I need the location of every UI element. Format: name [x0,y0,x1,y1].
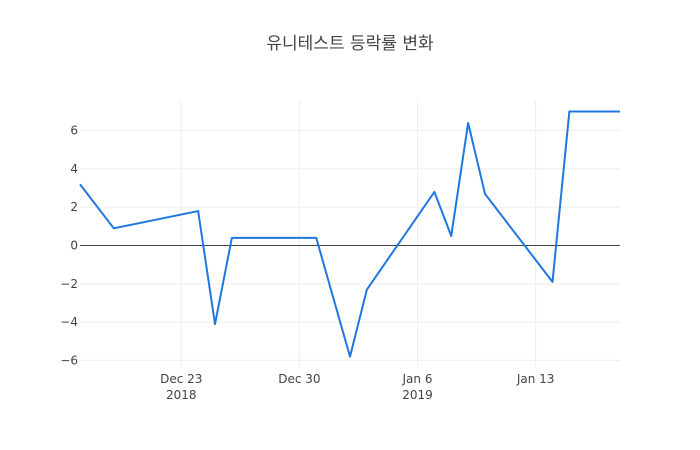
x-tick-year-label: 2019 [402,388,433,402]
y-tick-label: −4 [60,315,78,329]
y-tick-label: 2 [70,200,78,214]
series-line [79,110,620,358]
y-tick-label: 6 [70,124,78,138]
x-tick-label: Jan 6 [402,372,433,386]
y-tick-label: −2 [60,277,78,291]
grid-layer [80,100,620,370]
y-tick-label: 0 [70,239,78,253]
y-tick-label: −6 [60,353,78,367]
x-tick-label: Jan 13 [516,372,555,386]
x-tick-label: Dec 23 [160,372,202,386]
series-layer [79,110,620,358]
chart-title: 유니테스트 등락률 변화 [266,34,434,54]
x-tick-year-label: 2018 [166,388,197,402]
y-tick-label: 4 [70,162,78,176]
axis-layer: −6 −4 −2 0 2 4 6 Dec 23 2018 Dec 30 Jan 6 2019 Jan 1… [60,124,554,402]
x-tick-label: Dec 30 [278,372,320,386]
